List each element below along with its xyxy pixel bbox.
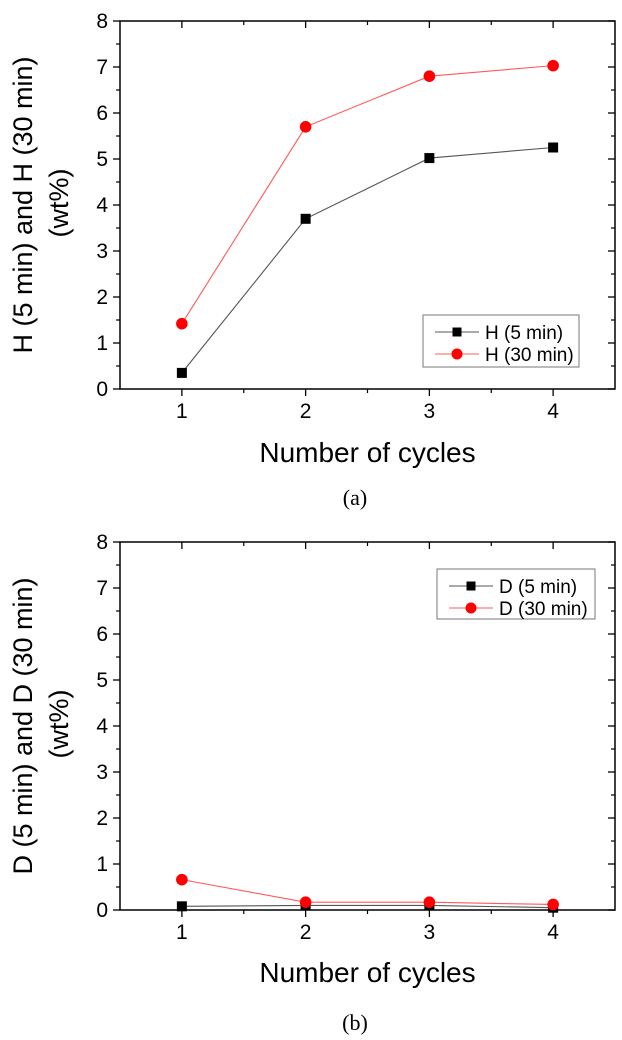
legend: H (5 min)H (30 min) — [422, 314, 580, 368]
x-tick-label: 3 — [424, 921, 436, 944]
x-axis-label: Number of cycles — [259, 957, 475, 988]
y-tick-label: 6 — [96, 623, 108, 646]
legend-marker-square — [466, 581, 476, 591]
data-point-circle — [423, 896, 436, 908]
data-point-square — [548, 142, 559, 153]
data-point-circle — [547, 898, 559, 911]
legend-marker-circle — [465, 602, 477, 614]
legend-marker-circle — [451, 348, 463, 360]
y-tick-label: 1 — [96, 332, 108, 355]
series-line-1 — [181, 65, 554, 324]
legend-box — [436, 568, 596, 620]
data-point-circle — [547, 59, 559, 72]
data-point-square — [300, 213, 311, 224]
y-tick-label: 4 — [96, 715, 108, 738]
data-point-circle — [423, 70, 436, 82]
y-axis-label-line1: H (5 min) and H (30 min) — [8, 56, 38, 353]
legend: D (5 min)D (30 min) — [436, 568, 596, 620]
y-tick-label: 7 — [96, 56, 108, 79]
data-point-circle — [176, 873, 188, 886]
x-tick-label: 2 — [300, 400, 312, 423]
y-tick-label: 5 — [96, 148, 108, 171]
x-tick-label: 3 — [424, 400, 436, 423]
data-point-circle — [299, 121, 312, 133]
y-tick-label: 6 — [96, 102, 108, 125]
chart-panel-b: 0 1 2 3 4 5 6 7 8 1 2 3 4 D (5 min)D (30 min) Number o… — [8, 531, 616, 1035]
data-point-square — [176, 367, 187, 378]
y-tick-label: 0 — [96, 899, 108, 922]
legend-box — [422, 314, 580, 368]
y-tick-label: 7 — [96, 577, 108, 600]
x-tick-label: 2 — [300, 921, 312, 944]
y-axis-label-line2: (wt%) — [44, 169, 74, 238]
y-tick-label: 3 — [96, 240, 108, 263]
y-axis-label-line1: D (5 min) and D (30 min) — [8, 577, 38, 874]
series-line-1 — [181, 879, 554, 906]
chart-panel-a: 0 1 2 3 4 5 6 7 8 1 2 3 4 H (5 min)H (30 min) Number o… — [8, 10, 616, 510]
panel-caption: (b) — [342, 1010, 368, 1035]
y-tick-label: 1 — [96, 853, 108, 876]
y-tick-label: 8 — [96, 10, 108, 33]
y-axis-label-line2: (wt%) — [44, 690, 74, 759]
y-tick-label: 3 — [96, 761, 108, 784]
series-line-0 — [181, 904, 554, 909]
y-tick-label: 8 — [96, 531, 108, 554]
legend-label: H (30 min) — [485, 345, 574, 366]
data-point-square — [424, 153, 435, 164]
legend-label: D (5 min) — [499, 577, 577, 598]
x-axis-label: Number of cycles — [259, 437, 475, 468]
x-tick-label: 1 — [176, 400, 188, 423]
legend-label: H (5 min) — [485, 323, 563, 344]
data-point-circle — [176, 317, 188, 330]
y-tick-label: 2 — [96, 286, 108, 309]
x-tick-label: 1 — [176, 921, 188, 944]
x-tick-label: 4 — [547, 400, 559, 423]
legend-marker-square — [452, 327, 462, 337]
y-tick-label: 2 — [96, 807, 108, 830]
data-point-circle — [299, 896, 312, 908]
y-tick-label: 0 — [96, 378, 108, 401]
series-line-0 — [181, 146, 554, 374]
y-tick-label: 5 — [96, 669, 108, 692]
panel-caption: (a) — [343, 485, 367, 510]
legend-label: D (30 min) — [499, 599, 588, 620]
x-tick-label: 4 — [547, 921, 559, 944]
data-point-square — [176, 901, 187, 912]
y-tick-label: 4 — [96, 194, 108, 217]
